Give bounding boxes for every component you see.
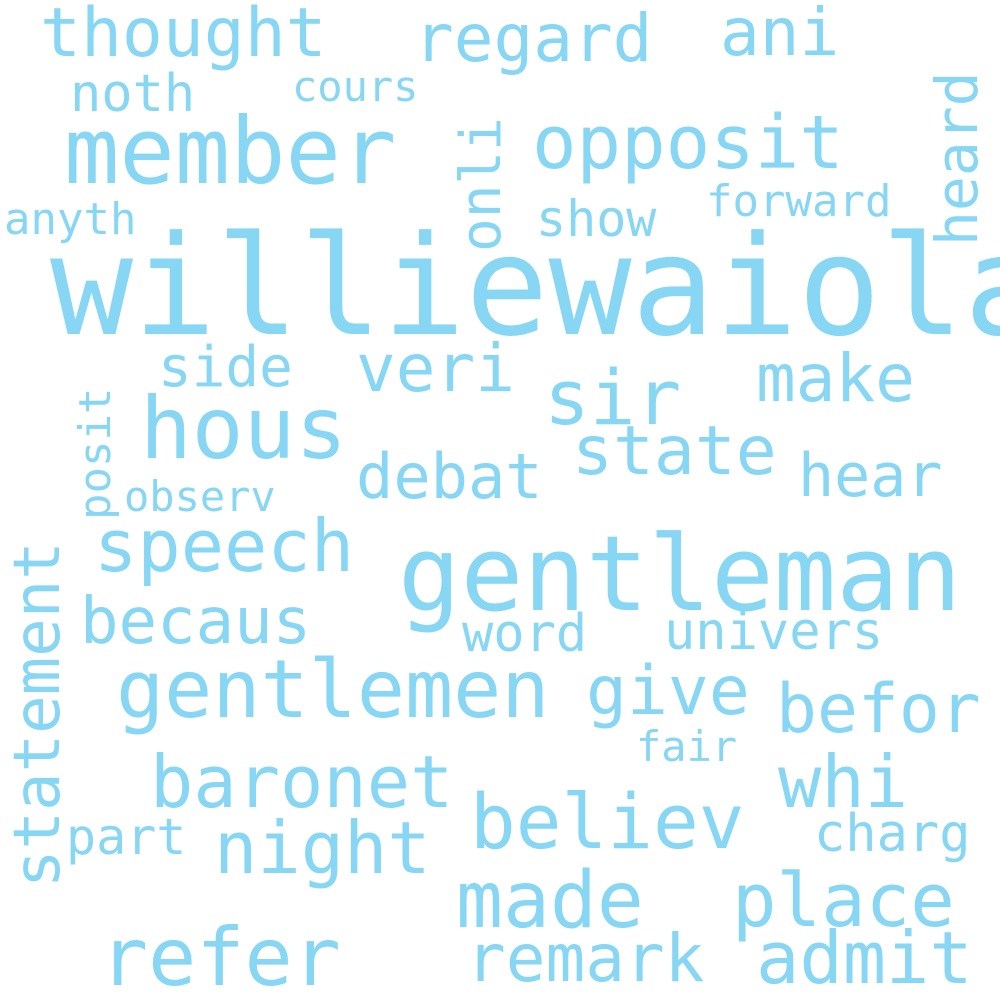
word-word: word [462, 604, 588, 664]
word-member: member [64, 98, 397, 205]
word-make: make [756, 340, 915, 417]
word-onli: onli [449, 117, 514, 252]
word-heard: heard [923, 71, 991, 246]
word-observ: observ [124, 472, 276, 521]
word-state: state [572, 412, 777, 491]
word-posit: posit [70, 387, 121, 520]
word-veri: veri [356, 330, 515, 407]
word-cours: cours [292, 62, 419, 111]
word-admit: admit [756, 916, 973, 1000]
word-thought: thought [40, 0, 327, 73]
word-opposit: opposit [532, 100, 844, 186]
word-anyth: anyth [4, 194, 137, 245]
word-statement: statement [1, 541, 75, 888]
word-part: part [66, 808, 187, 866]
word-believ: believ [470, 777, 745, 866]
word-side: side [158, 335, 293, 400]
word-night: night [214, 806, 431, 890]
word-speech: speech [94, 504, 355, 588]
word-baronet: baronet [150, 740, 454, 824]
word-gentlemen: gentlemen [116, 643, 550, 736]
word-place: place [732, 858, 955, 944]
word-refer: refer [100, 911, 341, 1000]
word-noth: noth [70, 64, 196, 124]
word-forward: forward [706, 176, 892, 227]
word-univers: univers [664, 602, 884, 662]
word-whi: whi [778, 740, 909, 824]
word-charg: charg [814, 804, 971, 864]
word-fair: fair [636, 722, 738, 771]
word-sir: sir [544, 353, 682, 442]
word-hear: hear [798, 441, 943, 511]
word-hous: hous [140, 379, 348, 479]
word-ani: ani [720, 0, 840, 71]
word-befor: befor [776, 670, 981, 749]
word-regard: regard [414, 0, 653, 77]
word-show: show [536, 190, 657, 248]
word-williewaiola: williewaiola [50, 206, 1000, 367]
word-made: made [456, 856, 644, 946]
word-becaus: becaus [80, 585, 312, 659]
word-give: give [586, 652, 750, 731]
word-gentleman: gentleman [398, 513, 962, 635]
word-remark: remark [466, 920, 705, 997]
word-debat: debat [356, 440, 543, 513]
